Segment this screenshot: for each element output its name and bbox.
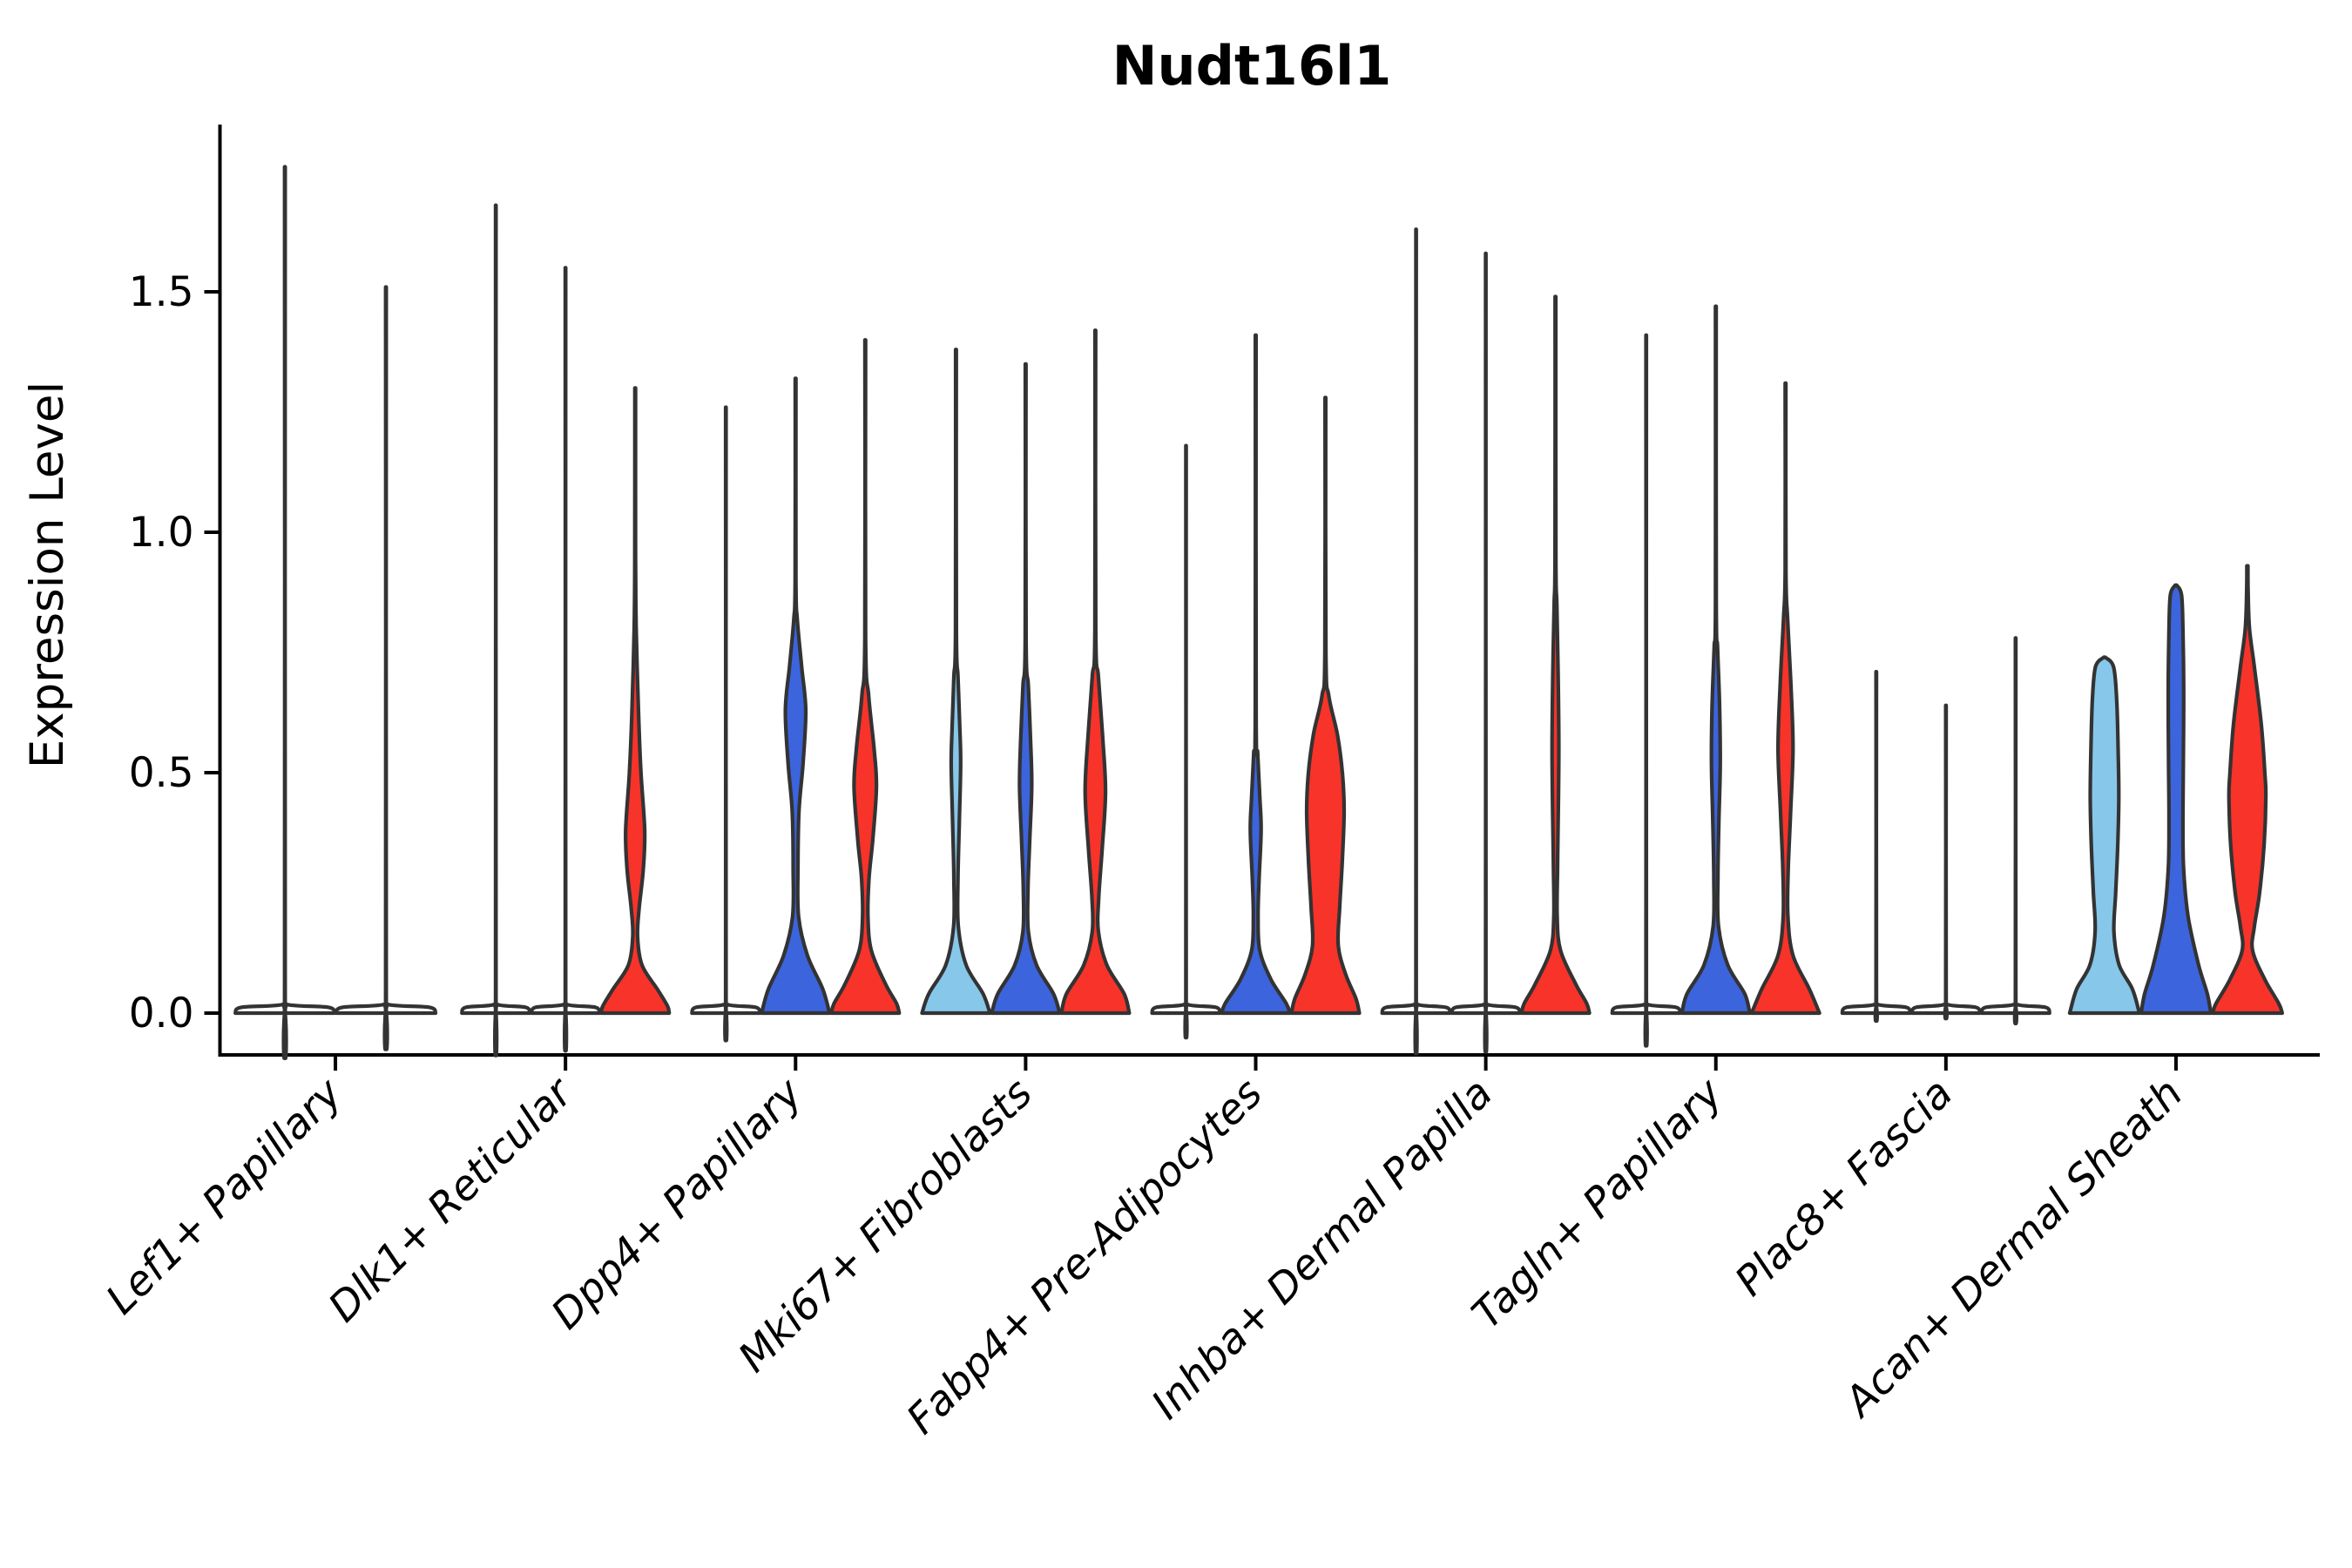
- violin-tagln-papillary-3: [1749, 381, 1821, 1016]
- y-tick-label: 0.0: [129, 990, 194, 1037]
- x-tick-label: Tagln+ Papillary: [1463, 1069, 1733, 1339]
- violin-dpp4-papillary-3: [829, 338, 902, 1016]
- y-tick-label: 1.0: [129, 509, 194, 557]
- x-tick-label: Plac8+ Fascia: [1726, 1070, 1962, 1306]
- violin-fabp4-pre-adipocytes-2: [1220, 333, 1292, 1016]
- violin-lef1-papillary-1: [233, 165, 337, 1060]
- violin-plac8-fascia-3: [1979, 636, 2051, 1025]
- violin-mki67-fibroblasts-3: [1059, 328, 1132, 1016]
- violin-acan-dermal-sheath-1: [2067, 655, 2141, 1016]
- y-tick-label: 1.5: [129, 268, 194, 316]
- violin-mki67-fibroblasts-2: [990, 362, 1062, 1016]
- violin-fabp4-pre-adipocytes-1: [1150, 443, 1222, 1040]
- x-tick-label: Dlk1+ Reticular: [320, 1068, 584, 1332]
- y-axis-label: Expression Level: [21, 382, 74, 768]
- violin-layer: [233, 165, 2284, 1060]
- violin-dpp4-papillary-1: [690, 405, 762, 1043]
- violin-acan-dermal-sheath-2: [2139, 583, 2213, 1016]
- y-tick-label: 0.5: [129, 749, 194, 797]
- violin-dlk1-reticular-3: [599, 386, 672, 1016]
- x-tick-label: Lef1+ Papillary: [98, 1069, 353, 1324]
- violin-plac8-fascia-2: [1909, 703, 1982, 1021]
- violin-plac8-fascia-1: [1840, 670, 1912, 1023]
- violin-dlk1-reticular-1: [460, 203, 532, 1058]
- violin-dpp4-papillary-2: [760, 376, 832, 1016]
- violin-tagln-papillary-2: [1680, 304, 1752, 1016]
- x-tick-label: Dpp4+ Papillary: [543, 1069, 813, 1339]
- violin-mki67-fibroblasts-1: [920, 348, 992, 1016]
- violin-lef1-papillary-2: [335, 285, 438, 1051]
- violin-tagln-papillary-1: [1610, 333, 1682, 1048]
- violin-inhba-dermal-papilla-2: [1450, 251, 1522, 1054]
- violin-inhba-dermal-papilla-1: [1380, 227, 1452, 1056]
- violin-fabp4-pre-adipocytes-3: [1289, 395, 1362, 1016]
- violin-acan-dermal-sheath-3: [2210, 564, 2284, 1016]
- violin-inhba-dermal-papilla-3: [1519, 294, 1592, 1016]
- chart-title: Nudt16l1: [1112, 34, 1392, 98]
- violin-dlk1-reticular-2: [530, 266, 602, 1053]
